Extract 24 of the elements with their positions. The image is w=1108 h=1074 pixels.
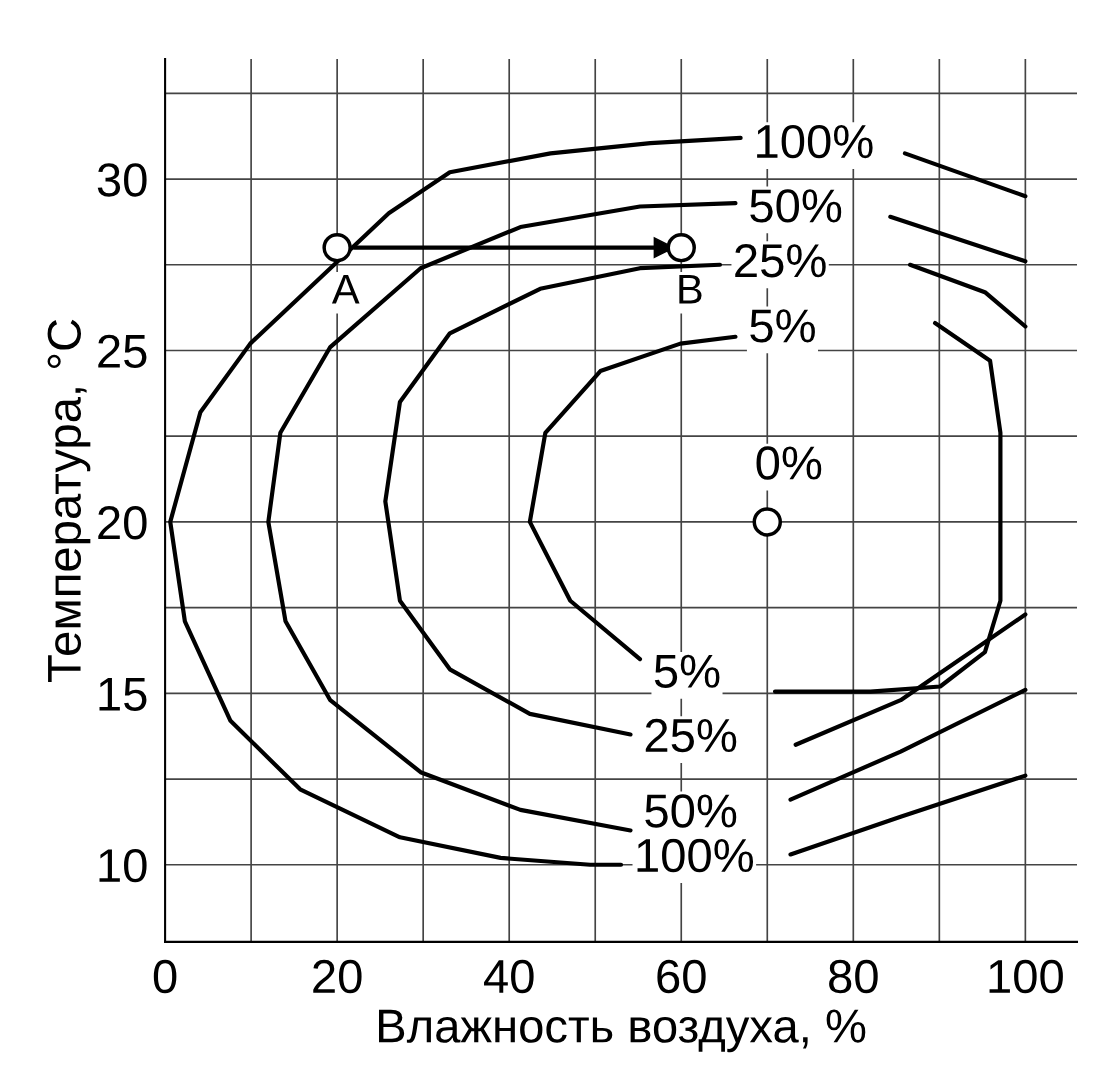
series-label: 0% [756, 446, 822, 480]
y-axis-title: Температура, °С [47, 319, 91, 683]
x-tick-label: 20 [313, 959, 362, 994]
series-label: 25% [645, 718, 737, 753]
data-label: B [679, 274, 702, 304]
y-tick-label: 10 [99, 848, 147, 883]
y-tick-label: 30 [97, 163, 147, 197]
x-tick-label: 100 [989, 959, 1063, 994]
y-tick-label: 15 [99, 677, 147, 711]
x-tick-label: 0 [153, 959, 177, 994]
series-label: 5% [654, 654, 720, 689]
y-tick-label: 25 [98, 334, 147, 369]
x-tick-label: 40 [484, 959, 534, 994]
data-label: A [331, 274, 360, 304]
x-tick-label: 60 [657, 959, 706, 994]
text: 25% [735, 244, 826, 278]
x-tick-label: 80 [829, 959, 878, 994]
x-axis-title: Влажность воздуха, % [379, 1009, 866, 1053]
text: 100% [637, 838, 754, 873]
y-tick-label: 20 [98, 506, 147, 540]
series-label: 50% [645, 794, 737, 828]
series-label: 100% [757, 124, 873, 159]
text: 5% [750, 309, 815, 343]
text: 50% [750, 189, 842, 223]
